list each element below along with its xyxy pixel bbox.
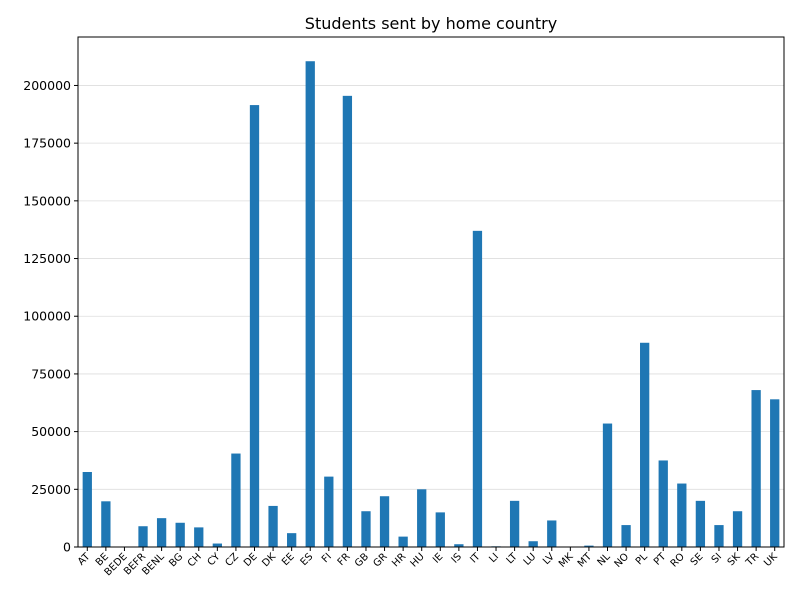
x-tick-label: NO: [613, 551, 632, 570]
x-tick-label: MT: [576, 551, 595, 570]
x-tick-label: IS: [450, 551, 464, 565]
bar-de: [250, 105, 259, 547]
bar-at: [83, 472, 92, 547]
x-tick-label: CZ: [223, 551, 241, 569]
x-tick-label: DK: [260, 551, 278, 569]
y-tick-label: 200000: [23, 78, 71, 93]
bars: [83, 61, 780, 547]
y-tick-label: 25000: [31, 482, 71, 497]
bar-gr: [380, 496, 389, 547]
y-tick-label: 125000: [23, 251, 71, 266]
x-tick-label: CY: [206, 551, 224, 569]
x-tick-label: GR: [371, 551, 389, 569]
bar-lu: [529, 541, 538, 547]
x-tick-label: IE: [431, 551, 445, 565]
bar-lv: [547, 520, 556, 547]
bar-sk: [733, 511, 742, 547]
bar-tr: [751, 390, 760, 547]
x-tick-label: FR: [336, 551, 353, 568]
bar-ee: [287, 533, 296, 547]
x-tick-label: TR: [744, 551, 762, 569]
bar-ie: [436, 512, 445, 547]
bar-gb: [361, 511, 370, 547]
bar-uk: [770, 399, 779, 547]
x-tick-label: RO: [669, 551, 687, 569]
x-tick-label: FI: [320, 551, 334, 565]
bar-it: [473, 231, 482, 547]
bar-se: [696, 501, 705, 547]
x-tick-label: BENL: [140, 551, 167, 578]
y-tick-label: 75000: [31, 366, 71, 381]
x-tick-label: DE: [242, 551, 260, 569]
x-tick-label: PL: [634, 551, 650, 567]
x-tick-label: ES: [299, 551, 316, 568]
x-tick-label: LI: [487, 551, 501, 565]
bar-benl: [157, 518, 166, 547]
bar-ch: [194, 527, 203, 547]
bar-fi: [324, 477, 333, 547]
x-tick-label: GB: [353, 551, 371, 569]
bar-si: [714, 525, 723, 547]
y-tick-label: 175000: [23, 136, 71, 151]
x-tick-label: LU: [522, 551, 539, 568]
x-tick-label: SK: [726, 551, 743, 568]
bar-befr: [138, 526, 147, 547]
x-tick-label: LV: [541, 551, 557, 567]
x-tick-label: IT: [468, 551, 483, 566]
bar-cz: [231, 454, 240, 547]
bar-pl: [640, 343, 649, 547]
y-tick-label: 150000: [23, 193, 71, 208]
plot-frame: [78, 37, 784, 547]
chart-title: Students sent by home country: [305, 14, 557, 33]
y-tick-label: 0: [63, 540, 71, 555]
x-tick-label: HR: [390, 551, 408, 569]
y-tick-label: 100000: [23, 309, 71, 324]
x-tick-label: NL: [596, 551, 613, 568]
x-tick-label: UK: [762, 551, 780, 569]
x-tick-label: LT: [505, 551, 521, 567]
bar-be: [101, 501, 110, 547]
bar-nl: [603, 424, 612, 547]
x-tick-label: MK: [557, 551, 576, 570]
x-tick-label: HU: [409, 551, 427, 569]
bar-hu: [417, 489, 426, 547]
x-tick-label: BG: [167, 551, 185, 569]
x-tick-label: PT: [652, 551, 669, 568]
bar-bg: [176, 523, 185, 547]
bar-lt: [510, 501, 519, 547]
x-tick-label: EE: [280, 551, 297, 568]
x-tick-label: SE: [689, 551, 706, 568]
y-tick-label: 50000: [31, 424, 71, 439]
gridlines: [78, 85, 784, 489]
y-axis: 0 25000 50000 75000 100000 125000 150000 175000…: [23, 78, 78, 555]
bar-hr: [398, 537, 407, 547]
bar-pt: [659, 460, 668, 547]
bar-es: [306, 61, 315, 547]
bar-fr: [343, 96, 352, 547]
bar-cy: [213, 544, 222, 547]
bar-dk: [268, 506, 277, 547]
x-tick-label: AT: [76, 551, 93, 568]
bar-no: [621, 525, 630, 547]
x-tick-label: SI: [710, 551, 724, 565]
x-tick-label: CH: [186, 551, 204, 569]
bar-ro: [677, 484, 686, 547]
